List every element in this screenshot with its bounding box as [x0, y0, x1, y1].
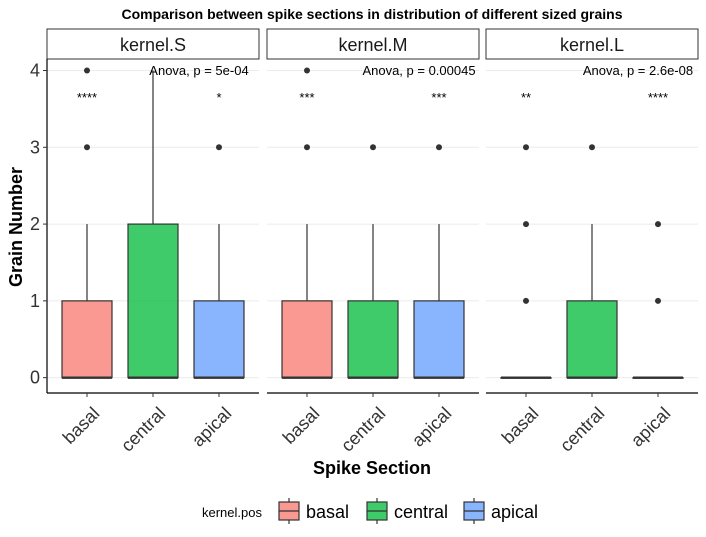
legend-label: apical	[491, 502, 538, 522]
x-tick-label: central	[337, 403, 389, 455]
outlier-point	[436, 144, 442, 151]
outlier-point	[84, 67, 90, 74]
box-iqr	[61, 300, 113, 379]
facet-panel-kernel.S: kernel.S 0 1 2 3 4 Anova, p = 5e-04 **** basal ce…	[30, 28, 260, 456]
outlier-point	[589, 144, 595, 151]
facet-strip	[485, 28, 699, 60]
outlier-point	[370, 144, 376, 151]
box-basal: *** basal	[279, 67, 333, 448]
outlier-point	[523, 297, 529, 304]
outlier-point	[655, 221, 661, 228]
legend-item-central: central	[366, 498, 448, 524]
outlier-point	[655, 297, 661, 304]
x-tick-label: basal	[59, 403, 104, 448]
box-apical: *** apical	[408, 90, 465, 451]
facet-strip-label: kernel.L	[560, 35, 624, 55]
anova-label: Anova, p = 0.00045	[362, 63, 475, 78]
box-apical: * apical	[188, 90, 245, 451]
x-tick-label: apical	[188, 403, 235, 450]
x-tick-label: apical	[408, 403, 455, 450]
facet-panel-kernel.M: kernel.M Anova, p = 0.00045 *** basal centra…	[266, 28, 480, 456]
legend-label: central	[394, 502, 448, 522]
x-axis-title: Spike Section	[313, 458, 431, 478]
box-basal: **** basal	[59, 67, 113, 448]
y-tick-label: 2	[30, 214, 40, 234]
facet-strip	[46, 28, 260, 60]
significance-label: ***	[431, 90, 446, 105]
outlier-point	[216, 144, 222, 151]
box-iqr	[347, 300, 399, 379]
box-central: central	[556, 144, 618, 456]
outlier-point	[304, 144, 310, 151]
box-central: central	[337, 144, 399, 456]
box-iqr	[193, 300, 245, 379]
y-tick-label: 4	[30, 61, 40, 81]
significance-label: **	[521, 90, 531, 105]
facet-strip-label: kernel.M	[338, 35, 407, 55]
box-iqr	[281, 300, 333, 379]
facet-strip-label: kernel.S	[120, 35, 186, 55]
facet-panel-kernel.L: kernel.L Anova, p = 2.6e-08 ** basal central…	[485, 28, 699, 456]
x-tick-label: central	[556, 403, 608, 455]
box-iqr	[566, 300, 618, 379]
box-iqr	[413, 300, 465, 379]
anova-label: Anova, p = 5e-04	[149, 63, 248, 78]
x-tick-label: basal	[279, 403, 324, 448]
box-basal: ** basal	[498, 90, 552, 448]
outlier-point	[84, 144, 90, 151]
x-tick-label: apical	[627, 403, 674, 450]
legend-item-apical: apical	[463, 498, 538, 524]
y-axis-title: Grain Number	[6, 167, 26, 287]
significance-label: ***	[299, 90, 314, 105]
box-iqr	[127, 223, 179, 379]
significance-label: ****	[77, 90, 97, 105]
outlier-point	[523, 144, 529, 151]
significance-label: *	[216, 90, 221, 105]
y-tick-label: 1	[30, 291, 40, 311]
y-tick-label: 0	[30, 368, 40, 388]
box-central: central	[117, 70, 179, 456]
legend: kernel.pos basal central apical	[202, 498, 538, 524]
outlier-point	[304, 67, 310, 74]
box-apical: **** apical	[627, 90, 684, 451]
outlier-point	[523, 221, 529, 228]
anova-label: Anova, p = 2.6e-08	[583, 63, 693, 78]
legend-title: kernel.pos	[202, 505, 262, 520]
x-tick-label: basal	[498, 403, 543, 448]
legend-label: basal	[306, 502, 349, 522]
significance-label: ****	[648, 90, 668, 105]
y-tick-label: 3	[30, 137, 40, 157]
facet-strip	[266, 28, 480, 60]
x-tick-label: central	[117, 403, 169, 455]
legend-item-basal: basal	[278, 498, 349, 524]
chart-title: Comparison between spike sections in dis…	[122, 6, 623, 22]
